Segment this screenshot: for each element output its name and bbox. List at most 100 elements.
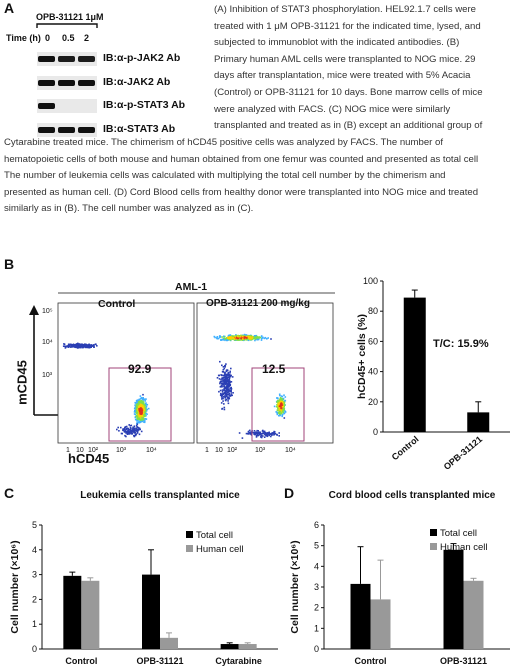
- flow-event: [223, 403, 225, 405]
- blot-label-p-jak2: IB:α-p-JAK2 Ab: [103, 52, 181, 64]
- x-category-label: OPB-31121: [440, 656, 487, 666]
- flow-event: [228, 392, 231, 394]
- flow-event: [225, 387, 228, 389]
- flow-event: [74, 346, 77, 349]
- flow-event: [278, 407, 281, 410]
- flow-event: [276, 433, 278, 436]
- flow-event: [144, 404, 146, 406]
- flow-event: [138, 416, 140, 418]
- flow-event: [229, 395, 232, 397]
- flow-event: [225, 386, 227, 388]
- flow-event: [135, 406, 137, 409]
- y-tick-label: 0: [373, 427, 378, 437]
- flow-event: [135, 409, 138, 412]
- flow-event: [219, 360, 221, 363]
- flow-event: [277, 399, 279, 402]
- flow-event: [267, 433, 270, 435]
- flow-event: [227, 374, 229, 376]
- flow-event: [133, 407, 136, 410]
- flow-event: [255, 436, 258, 438]
- flow-event: [224, 373, 227, 376]
- flow-event: [222, 374, 225, 377]
- flow-event: [80, 345, 82, 348]
- flow-event: [227, 393, 229, 396]
- flow-event: [227, 385, 229, 387]
- flow-event: [133, 434, 135, 437]
- flow-event: [140, 400, 143, 403]
- legend-label: Human cell: [440, 542, 488, 553]
- flow-event: [248, 336, 251, 338]
- flow-event: [233, 339, 236, 341]
- flow-event: [224, 389, 226, 392]
- flow-event: [281, 414, 284, 416]
- flow-event: [260, 436, 262, 438]
- flow-event: [228, 390, 230, 392]
- y-tick-label: 0: [32, 644, 37, 654]
- flow-event: [116, 428, 118, 431]
- flow-event: [136, 423, 139, 425]
- flow-event: [276, 409, 279, 411]
- y-axis-label: Cell number (×10⁶): [289, 540, 301, 633]
- flow-event: [136, 428, 138, 430]
- flow-event: [232, 336, 234, 339]
- flow-event: [141, 411, 143, 413]
- flow-event: [229, 384, 231, 387]
- flow-event: [219, 382, 221, 385]
- flow-event: [223, 374, 226, 377]
- flow-event: [141, 412, 143, 414]
- flow-event: [141, 409, 144, 411]
- flow-event: [246, 334, 249, 337]
- flow-event: [223, 385, 225, 388]
- flow-event: [254, 432, 256, 434]
- blot-band: [58, 80, 75, 86]
- flow-control-title: Control: [98, 298, 136, 310]
- flow-event: [142, 393, 144, 396]
- flow-event: [284, 399, 287, 402]
- panel-label-c: C: [4, 485, 15, 501]
- flow-event: [276, 412, 278, 414]
- y-tick-label: 6: [314, 520, 319, 530]
- flow-event: [78, 345, 80, 347]
- flow-event: [125, 428, 128, 430]
- flow-event: [139, 398, 142, 400]
- flow-event: [216, 377, 219, 379]
- flow-event: [92, 345, 94, 347]
- flow-event: [135, 419, 137, 421]
- flow-event: [134, 434, 137, 437]
- blot-band: [38, 56, 55, 62]
- legend-label: Total cell: [440, 528, 477, 539]
- flow-event: [246, 338, 249, 341]
- flow-event: [135, 429, 137, 431]
- flow-event: [67, 346, 70, 348]
- flow-event: [226, 339, 228, 341]
- flow-ylabel: mCD45: [14, 360, 30, 405]
- flow-event: [226, 389, 228, 392]
- flow-event: [138, 416, 141, 419]
- flow-event: [217, 374, 220, 377]
- flow-event: [140, 420, 143, 423]
- flow-event: [143, 410, 146, 413]
- control-gate-value: 92.9: [128, 362, 152, 376]
- flow-event: [284, 411, 287, 413]
- y-tick-label: 4: [32, 545, 37, 555]
- flow-event: [84, 343, 87, 346]
- flow-event: [129, 430, 131, 433]
- legend-label: Human cell: [196, 544, 244, 555]
- flow-event: [140, 405, 142, 408]
- flow-event: [142, 397, 144, 399]
- caption-line: Primary human AML cells were transplante…: [214, 53, 476, 65]
- flow-event: [277, 411, 279, 414]
- flow-event: [136, 413, 138, 415]
- flow-event: [234, 337, 237, 339]
- flow-event: [136, 420, 138, 422]
- flow-event: [131, 429, 134, 432]
- bar: [463, 580, 484, 649]
- flow-event: [139, 428, 141, 431]
- flow-event: [283, 417, 286, 419]
- flow-event: [123, 431, 126, 433]
- caption-line: Cytarabine treated mice. The chimerism o…: [4, 137, 444, 148]
- flow-event: [228, 388, 230, 391]
- flow-event: [141, 420, 143, 423]
- flow-event: [267, 432, 269, 434]
- flow-event: [139, 400, 141, 402]
